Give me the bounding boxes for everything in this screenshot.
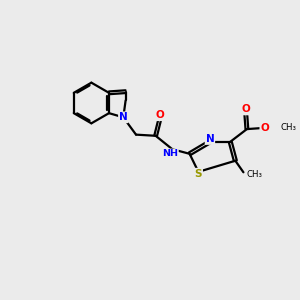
Text: N: N [119, 112, 128, 122]
Text: S: S [195, 169, 202, 179]
Text: O: O [260, 123, 269, 133]
Text: NH: NH [162, 149, 178, 158]
Text: CH₃: CH₃ [280, 123, 297, 132]
Text: N: N [206, 134, 214, 144]
Text: O: O [155, 110, 164, 120]
Text: O: O [242, 104, 250, 115]
Text: CH₃: CH₃ [246, 169, 262, 178]
